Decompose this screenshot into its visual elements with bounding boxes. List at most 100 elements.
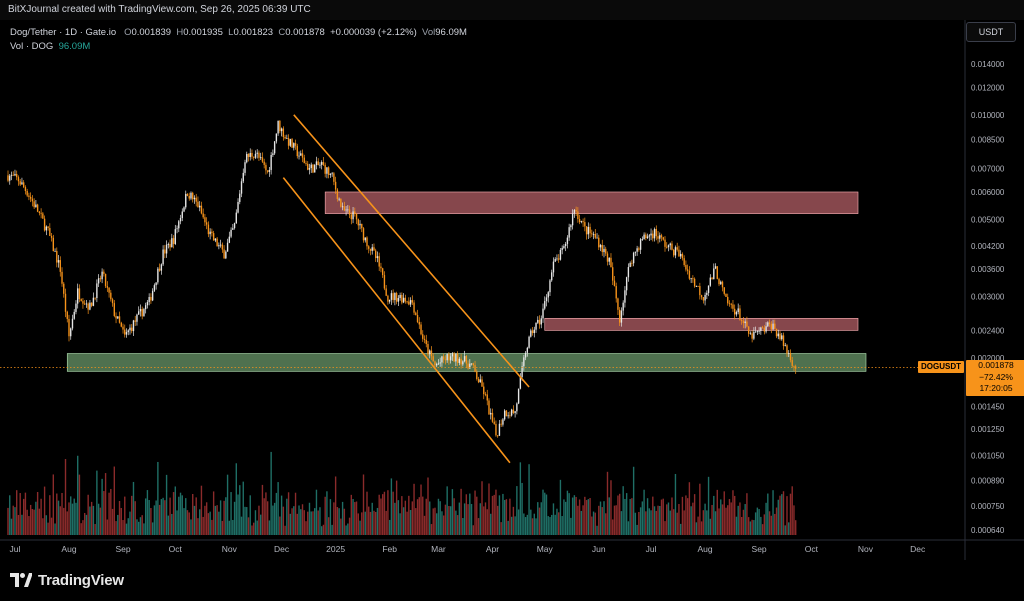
volume-bar xyxy=(592,511,595,535)
volume-bar xyxy=(287,492,290,535)
volume-bar xyxy=(334,476,337,535)
candle-body xyxy=(331,173,333,175)
volume-bar xyxy=(97,503,100,535)
volume-bar xyxy=(380,498,382,535)
candle-body xyxy=(411,300,414,303)
volume-bar xyxy=(38,508,41,535)
candle-body xyxy=(451,353,454,357)
candle-body xyxy=(199,205,201,208)
price-label-box: 0.001878 −72.42% 17:20:05 xyxy=(966,360,1024,397)
candle-body xyxy=(713,268,715,280)
candle-body xyxy=(646,236,649,238)
candle-body xyxy=(113,303,116,316)
volume-bar xyxy=(327,517,330,535)
volume-bar xyxy=(308,502,311,535)
volume-bar xyxy=(354,502,356,535)
candle-body xyxy=(164,249,166,254)
volume-bar xyxy=(375,511,377,535)
volume-bar xyxy=(795,520,797,535)
candle-body xyxy=(753,331,755,339)
candle-body xyxy=(444,359,447,361)
candle-body xyxy=(223,249,225,259)
volume-bar xyxy=(544,492,546,535)
volume-bar xyxy=(603,501,605,535)
candle-body xyxy=(397,298,400,302)
candle-body xyxy=(381,268,384,276)
candle-body xyxy=(617,298,619,310)
volume-bar xyxy=(87,494,89,535)
volume-bar xyxy=(645,511,647,535)
candle-body xyxy=(49,228,51,236)
volume-bar xyxy=(408,495,410,535)
volume-bar xyxy=(455,510,457,535)
time-axis-tick-label: Oct xyxy=(805,544,819,554)
candle-body xyxy=(779,333,781,340)
volume-bar xyxy=(563,499,565,535)
candle-body xyxy=(183,207,185,212)
volume-bar xyxy=(746,493,748,535)
candle-body xyxy=(648,235,651,237)
candle-body xyxy=(186,193,189,196)
candle-body xyxy=(747,326,750,334)
volume-bar xyxy=(432,508,434,535)
volume-bar xyxy=(512,506,515,535)
candle-body xyxy=(148,297,150,303)
pair-label[interactable]: Dog/Tether · 1D · Gate.io xyxy=(10,27,117,38)
volume-bar xyxy=(714,511,717,535)
volume-bar xyxy=(549,517,551,535)
price-axis-tick-label: 0.012000 xyxy=(971,83,1005,92)
volume-bar xyxy=(357,513,359,535)
volume-bar xyxy=(587,499,590,535)
candle-body xyxy=(662,237,664,240)
candle-body xyxy=(90,302,93,306)
volume-bar xyxy=(530,509,532,535)
candle-body xyxy=(455,353,457,362)
volume-bar xyxy=(652,496,654,535)
volume-bar xyxy=(727,505,729,535)
volume-bar xyxy=(697,516,699,535)
candle-body xyxy=(510,409,513,416)
candle-body xyxy=(477,378,480,383)
candle-body xyxy=(629,262,631,268)
candle-body xyxy=(169,244,171,248)
candle-body xyxy=(70,328,72,337)
candle-body xyxy=(190,192,192,199)
tradingview-logo[interactable]: TradingView xyxy=(10,570,124,590)
volume-bar xyxy=(331,524,333,535)
candle-body xyxy=(221,244,224,250)
volume-bar xyxy=(52,474,55,535)
volume-bar xyxy=(437,498,440,535)
candle-body xyxy=(7,175,9,181)
volume-bar xyxy=(49,495,51,535)
volume-bar xyxy=(608,497,610,535)
volume-bar xyxy=(491,495,494,535)
volume-series-value: 96.09M xyxy=(58,41,91,52)
volume-bar xyxy=(479,503,481,535)
candle-body xyxy=(678,249,680,257)
candle-body xyxy=(523,357,525,367)
candle-body xyxy=(561,248,563,250)
volume-bar xyxy=(36,491,39,535)
volume-bar xyxy=(108,492,110,535)
candle-body xyxy=(765,326,767,332)
volume-bar xyxy=(185,498,187,535)
volume-bar xyxy=(598,505,600,535)
volume-bar xyxy=(45,515,48,535)
candle-body xyxy=(291,139,293,148)
volume-bar xyxy=(545,494,548,535)
volume-bar xyxy=(718,508,720,535)
candle-body xyxy=(185,193,187,208)
volume-series-label[interactable]: Vol · DOG xyxy=(10,41,54,52)
candle-body xyxy=(202,213,204,218)
volume-bar xyxy=(197,518,199,535)
candle-body xyxy=(690,278,692,280)
currency-button[interactable]: USDT xyxy=(966,22,1016,42)
volume-bar xyxy=(749,521,752,535)
candle-body xyxy=(179,218,182,222)
credit-bar: BitXJournal created with TradingView.com… xyxy=(0,0,1024,20)
candle-body xyxy=(760,327,762,331)
candle-body xyxy=(615,286,617,299)
candle-body xyxy=(716,266,718,279)
volume-bar xyxy=(242,481,244,535)
